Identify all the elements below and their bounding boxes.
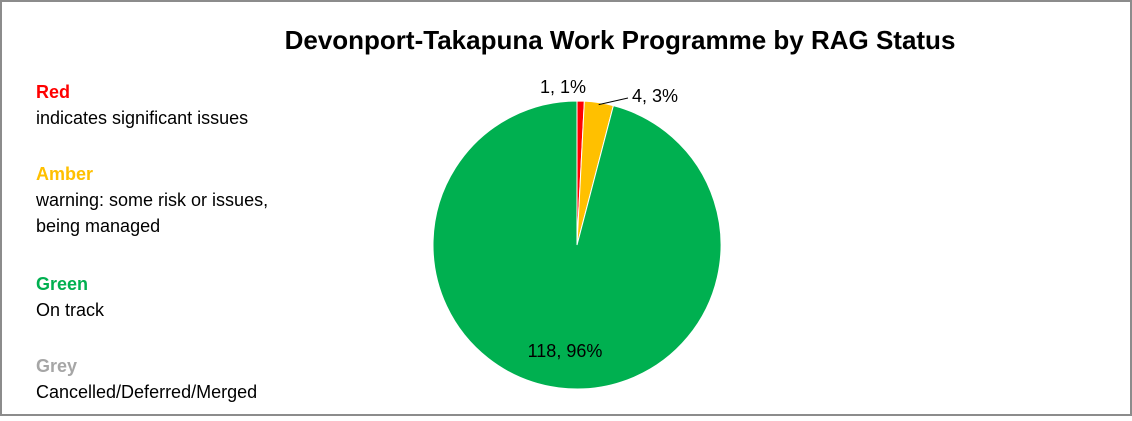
data-label: 1, 1% bbox=[540, 77, 586, 97]
chart-title: Devonport-Takapuna Work Programme by RAG… bbox=[285, 25, 956, 55]
pie-slice bbox=[432, 100, 722, 390]
legend-description: On track bbox=[36, 300, 105, 320]
legend-description: Cancelled/Deferred/Merged bbox=[36, 382, 257, 402]
legend-name: Grey bbox=[36, 356, 77, 376]
data-label: 4, 3% bbox=[632, 86, 678, 106]
legend-description: being managed bbox=[36, 216, 160, 236]
legend-name: Amber bbox=[36, 164, 93, 184]
legend-description: warning: some risk or issues, bbox=[35, 190, 268, 210]
legend-name: Green bbox=[36, 274, 88, 294]
data-label: 118, 96% bbox=[528, 341, 603, 361]
legend-description: indicates significant issues bbox=[36, 108, 248, 128]
leader-line bbox=[598, 97, 629, 106]
legend-name: Red bbox=[36, 82, 70, 102]
